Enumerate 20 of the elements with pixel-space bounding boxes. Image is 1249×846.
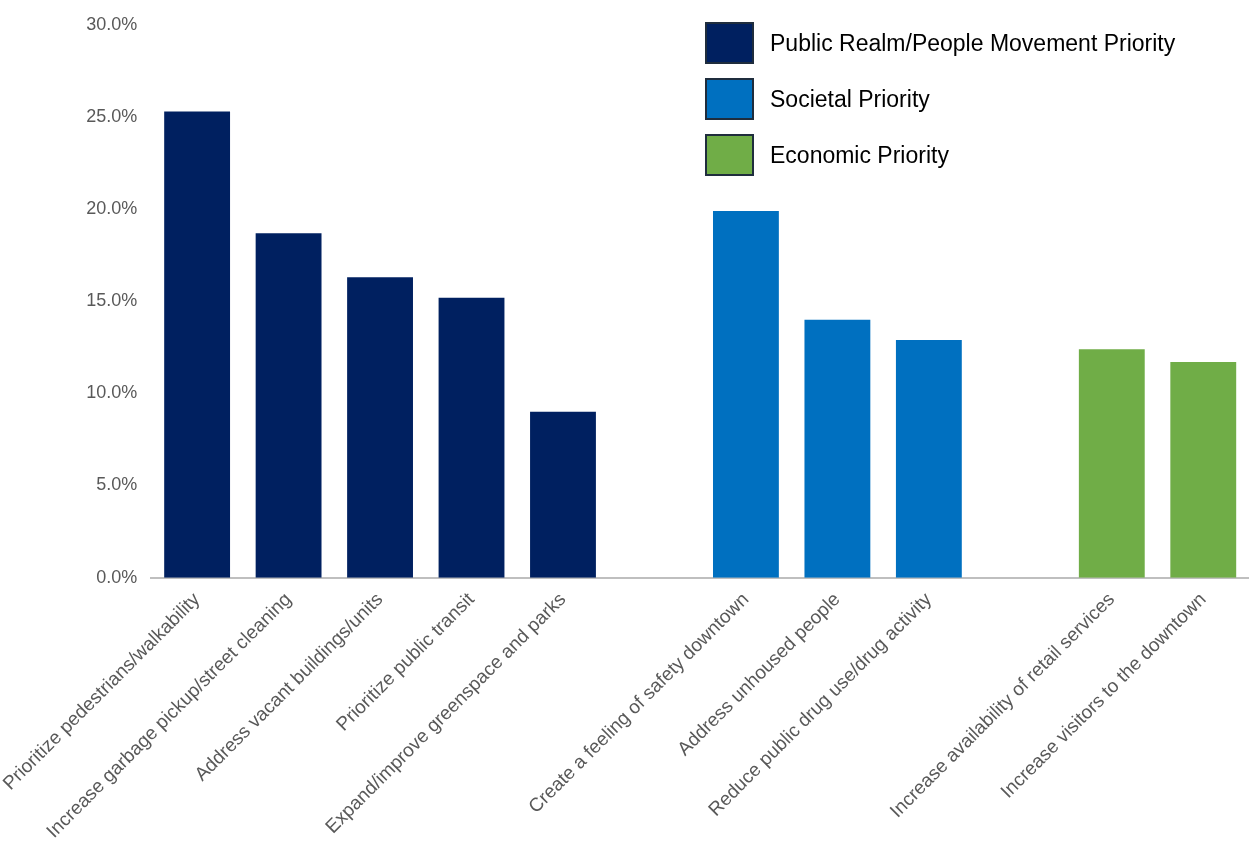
y-tick-label: 30.0% [86, 13, 138, 34]
y-tick-label: 0.0% [96, 566, 138, 587]
bar [530, 411, 596, 578]
bar [895, 340, 962, 578]
legend-label: Public Realm/People Movement Priority [770, 29, 1176, 57]
y-tick-label: 20.0% [86, 198, 138, 219]
y-tick-label: 15.0% [86, 290, 138, 311]
legend-label: Economic Priority [770, 141, 949, 169]
bar [255, 233, 322, 578]
bar [1078, 349, 1145, 578]
y-tick-label: 5.0% [96, 474, 138, 495]
bar [713, 211, 779, 578]
bar [347, 277, 413, 578]
y-tick-label: 25.0% [86, 106, 138, 127]
bar [804, 319, 871, 578]
bar [438, 297, 505, 578]
bar [1170, 362, 1237, 578]
y-tick-label: 10.0% [86, 382, 138, 403]
legend-label: Societal Priority [770, 85, 930, 113]
bar [164, 111, 231, 578]
